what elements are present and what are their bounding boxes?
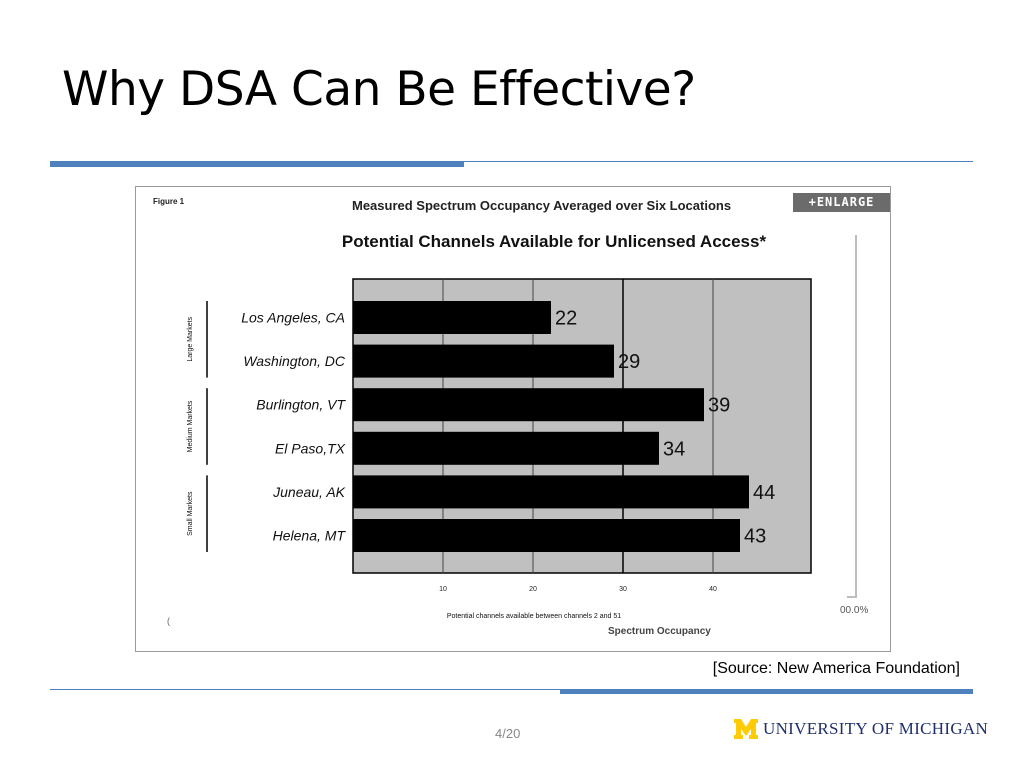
bar-value-label: 34	[663, 438, 685, 460]
channels-bar-chart: Potential Channels Available for Unlicen…	[187, 232, 812, 620]
bar-value-label: 44	[753, 482, 775, 504]
category-label: Helena, MT	[273, 528, 347, 544]
figure-image: Figure 1 Measured Spectrum Occupancy Ave…	[135, 186, 891, 652]
category-label: El Paso,TX	[275, 440, 346, 456]
occupancy-gauge-readout: 00.0%	[840, 605, 869, 616]
group-label: Large Markets	[187, 316, 194, 361]
occupancy-gauge-tick	[847, 596, 857, 598]
figure-label: Figure 1	[153, 197, 185, 206]
x-tick-label: 20	[529, 586, 537, 593]
group-label: Small Markets	[187, 491, 194, 536]
figure-heading: Measured Spectrum Occupancy Averaged ove…	[352, 198, 732, 213]
x-tick-label: 30	[619, 586, 627, 593]
bar	[353, 431, 659, 465]
category-label: Los Angeles, CA	[241, 310, 345, 326]
bar	[353, 388, 704, 422]
figure-stray-mark: (	[167, 616, 170, 626]
block-m-icon	[734, 719, 758, 739]
footer-divider-accent	[560, 689, 973, 694]
slide-title: Why DSA Can Be Effective?	[62, 62, 696, 117]
university-name: UNIVERSITY OF MICHIGAN	[763, 719, 989, 738]
category-label: Burlington, VT	[256, 397, 346, 413]
bar	[353, 344, 614, 378]
spectrum-occupancy-caption: Spectrum Occupancy	[608, 626, 711, 637]
bar	[353, 301, 551, 334]
footer-divider-thin	[50, 689, 973, 690]
bar-value-label: 29	[618, 351, 640, 373]
enlarge-button[interactable]: +ENLARGE	[793, 193, 890, 212]
group-label: Medium Markets	[187, 400, 194, 452]
bar-value-label: 22	[555, 308, 577, 330]
title-divider-thin	[50, 161, 973, 162]
chart-title: Potential Channels Available for Unlicen…	[342, 232, 767, 251]
page-number: 4/20	[495, 726, 521, 741]
bar	[353, 519, 740, 552]
university-logo: UNIVERSITY OF MICHIGAN	[733, 716, 988, 742]
x-axis-label: Potential channels available between cha…	[447, 613, 621, 620]
category-label: Washington, DC	[243, 353, 346, 369]
title-divider-accent	[50, 162, 464, 167]
bar	[353, 475, 749, 509]
bar-value-label: 43	[744, 526, 766, 548]
x-tick-label: 10	[439, 586, 447, 593]
category-label: Juneau, AK	[272, 484, 346, 500]
source-caption: [Source: New America Foundation]	[712, 660, 960, 677]
x-tick-label: 40	[709, 586, 717, 593]
occupancy-gauge-line	[855, 235, 857, 597]
bar-value-label: 39	[708, 395, 730, 417]
